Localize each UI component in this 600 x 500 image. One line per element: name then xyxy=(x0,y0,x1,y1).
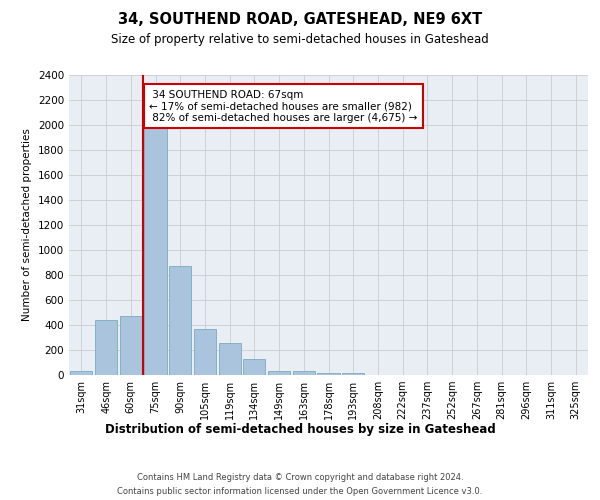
Bar xyxy=(317,372,340,375)
Text: 34, SOUTHEND ROAD, GATESHEAD, NE9 6XT: 34, SOUTHEND ROAD, GATESHEAD, NE9 6XT xyxy=(118,12,482,28)
Text: Contains public sector information licensed under the Open Government Licence v3: Contains public sector information licen… xyxy=(118,488,482,496)
Text: Size of property relative to semi-detached houses in Gateshead: Size of property relative to semi-detach… xyxy=(111,32,489,46)
Bar xyxy=(95,320,117,375)
Bar xyxy=(293,371,315,375)
Bar xyxy=(169,266,191,375)
Bar xyxy=(119,316,142,375)
Bar xyxy=(342,373,364,375)
Bar xyxy=(70,371,92,375)
Bar xyxy=(145,125,167,375)
Bar xyxy=(218,343,241,375)
Text: Distribution of semi-detached houses by size in Gateshead: Distribution of semi-detached houses by … xyxy=(104,422,496,436)
Text: Contains HM Land Registry data © Crown copyright and database right 2024.: Contains HM Land Registry data © Crown c… xyxy=(137,472,463,482)
Y-axis label: Number of semi-detached properties: Number of semi-detached properties xyxy=(22,128,32,322)
Bar xyxy=(243,359,265,375)
Bar xyxy=(194,329,216,375)
Bar xyxy=(268,370,290,375)
Text: 34 SOUTHEND ROAD: 67sqm
← 17% of semi-detached houses are smaller (982)
 82% of : 34 SOUTHEND ROAD: 67sqm ← 17% of semi-de… xyxy=(149,90,418,123)
